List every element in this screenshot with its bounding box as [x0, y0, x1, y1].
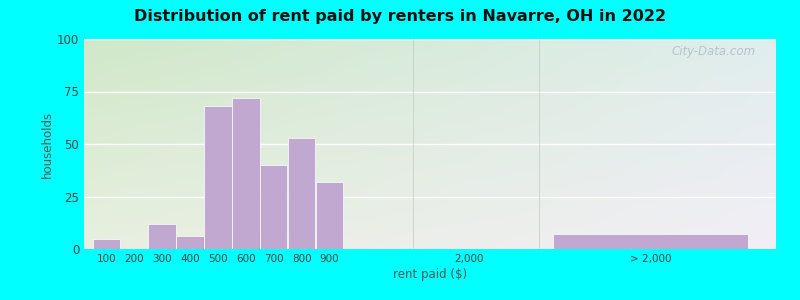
Bar [288, 138, 315, 249]
Text: City-Data.com: City-Data.com [671, 45, 755, 58]
Bar [316, 182, 343, 249]
Bar [260, 165, 287, 249]
X-axis label: rent paid ($): rent paid ($) [393, 268, 467, 281]
Bar [232, 98, 259, 249]
Bar [93, 238, 120, 249]
Bar [176, 236, 204, 249]
Bar [204, 106, 232, 249]
Text: Distribution of rent paid by renters in Navarre, OH in 2022: Distribution of rent paid by renters in … [134, 9, 666, 24]
Bar [149, 224, 176, 249]
Y-axis label: households: households [41, 110, 54, 178]
Bar [553, 234, 748, 249]
